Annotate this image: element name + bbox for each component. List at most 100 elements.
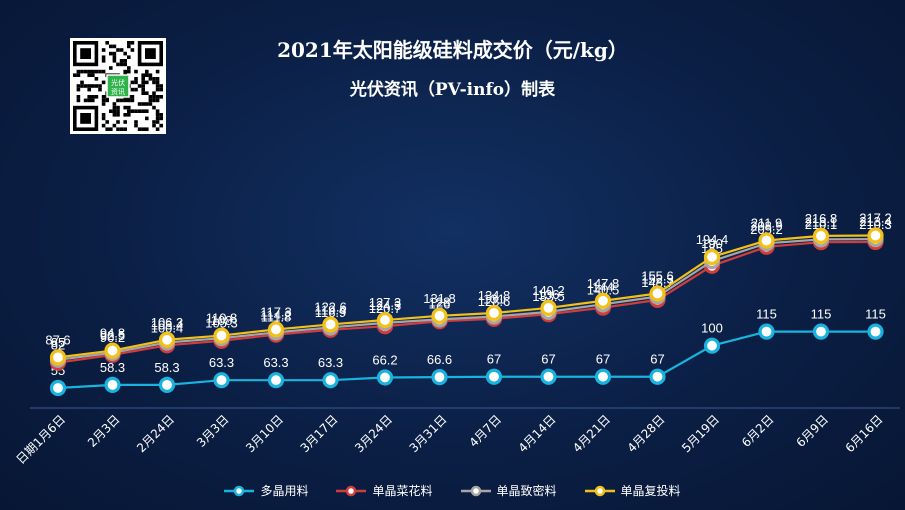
data-label: 131.8 (423, 291, 456, 306)
data-point (431, 368, 448, 386)
series-line (57, 238, 876, 361)
x-tick-label: 3月10日 (243, 412, 286, 455)
x-tick-label: 日期1月6日 (13, 412, 68, 467)
qr-logo (106, 74, 130, 98)
data-label: 147.8 (587, 276, 620, 291)
data-point (812, 227, 830, 245)
x-tick-label: 6月16日 (843, 412, 886, 455)
data-label: 92.5 (100, 328, 125, 343)
x-tick-label: 3月17日 (298, 412, 341, 455)
data-label: 210.3 (859, 217, 892, 232)
data-label: 148.7 (641, 275, 674, 290)
data-point (158, 331, 176, 348)
data-point (104, 342, 121, 359)
data-point (267, 372, 285, 389)
data-label: 127.3 (369, 295, 402, 310)
x-tick-label: 6月9日 (793, 412, 831, 450)
data-label: 100 (701, 321, 723, 336)
data-label: 106.3 (151, 315, 184, 330)
series-3: 87.6 94.8 106.3 110.8 117.3 122.6 127.3 131.8 13… (45, 211, 892, 366)
data-label: 119.4 (315, 302, 347, 317)
data-label: 108 (211, 313, 233, 328)
x-tick-label: 4月28日 (625, 412, 668, 455)
qr-logo-text: 光伏 (111, 78, 125, 87)
data-label: 82 (51, 338, 65, 353)
data-point (104, 376, 121, 393)
data-point (703, 337, 721, 354)
data-point (158, 376, 176, 393)
data-point (485, 368, 503, 385)
series-line (57, 240, 876, 364)
data-label: 90.2 (100, 330, 125, 345)
x-tick-label: 3月24日 (352, 412, 395, 455)
data-label: 194.4 (696, 232, 729, 247)
data-label: 124.3 (369, 298, 402, 313)
data-label: 133.5 (532, 289, 565, 304)
legend-swatch (336, 485, 367, 496)
data-label: 66.6 (427, 352, 452, 367)
data-point (431, 307, 448, 324)
data-label: 155.6 (641, 268, 674, 283)
data-point (758, 323, 775, 340)
data-label: 100.4 (151, 320, 184, 335)
data-label: 117.3 (260, 304, 292, 319)
data-label: 58.3 (154, 360, 179, 375)
data-label: 67 (541, 352, 555, 367)
data-label: 85 (51, 335, 65, 350)
data-point (213, 372, 230, 389)
data-point (485, 304, 503, 322)
data-label: 136 (538, 287, 560, 302)
data-point (49, 379, 67, 397)
data-label: 122.6 (314, 299, 347, 314)
chart-title: 2021年太阳能级硅料成交价（元/kg） (277, 38, 628, 62)
data-point (49, 349, 67, 366)
data-point (213, 327, 230, 344)
x-tick-label: 5月19日 (679, 412, 722, 455)
legend-swatch (460, 485, 491, 496)
legend-item: 单晶复投料 (584, 482, 681, 499)
data-point (867, 323, 884, 340)
data-label: 110.8 (206, 311, 238, 326)
data-label: 111.8 (261, 310, 292, 325)
data-label: 205.2 (750, 222, 783, 237)
data-point (703, 248, 721, 266)
data-point (649, 368, 666, 385)
data-point (376, 311, 394, 329)
data-point (812, 323, 830, 340)
qr-code: 光伏 资讯 (70, 38, 166, 134)
data-label: 131 (483, 292, 505, 307)
x-tick-label: 4月14日 (516, 412, 559, 455)
data-point (540, 299, 557, 317)
series-line (57, 234, 876, 359)
data-point (758, 232, 775, 249)
legend-label: 单晶复投料 (620, 484, 681, 498)
qr-logo-text: 资讯 (111, 87, 125, 96)
data-label: 63.3 (209, 355, 234, 370)
x-tick-label: 2月24日 (134, 412, 177, 455)
chart-legend: 多晶用料 单晶菜花料 单晶致密料 单晶复投料 (0, 482, 905, 499)
series-line (57, 330, 876, 390)
data-point (322, 316, 339, 333)
x-tick-label: 6月2日 (739, 412, 777, 450)
data-label: 115 (865, 307, 886, 322)
data-label: 210.1 (805, 217, 838, 232)
data-point (594, 292, 612, 309)
data-label: 115 (811, 307, 832, 322)
data-label: 63.3 (263, 355, 288, 370)
x-tick-label: 3月3日 (194, 412, 232, 450)
data-label: 120.7 (369, 301, 402, 316)
data-label: 128 (429, 294, 451, 309)
data-label: 144 (592, 279, 614, 294)
data-point (540, 368, 557, 385)
data-label: 213.1 (805, 214, 838, 229)
data-label: 190 (701, 236, 723, 251)
data-label: 134.8 (478, 288, 511, 303)
data-label: 67 (487, 352, 501, 367)
legend-item: 单晶致密料 (460, 482, 557, 499)
data-point (867, 227, 884, 244)
data-label: 87.6 (45, 332, 70, 347)
data-point (649, 285, 666, 302)
legend-item: 单晶菜花料 (336, 482, 433, 499)
legend-label: 单晶致密料 (496, 484, 557, 498)
data-label: 63.3 (318, 355, 343, 370)
